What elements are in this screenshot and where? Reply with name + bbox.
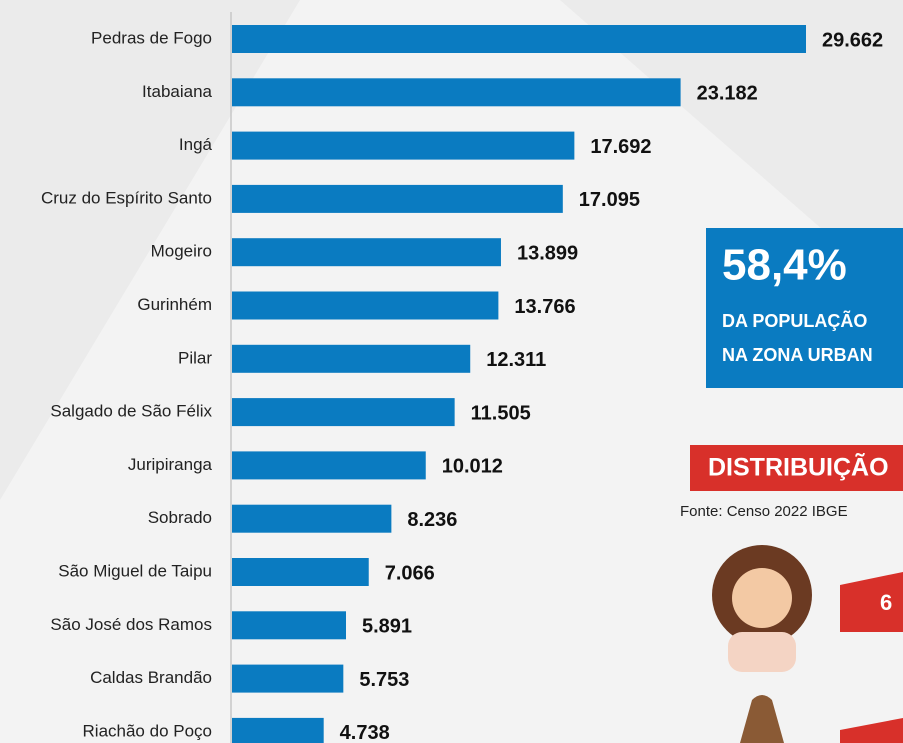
value-label: 10.012 bbox=[442, 456, 503, 478]
bar bbox=[232, 132, 574, 160]
category-label: Mogeiro bbox=[151, 242, 212, 261]
stat-value: 58,4% bbox=[722, 241, 847, 290]
value-label: 5.891 bbox=[362, 616, 412, 638]
bar bbox=[232, 718, 324, 743]
value-label: 17.692 bbox=[590, 136, 651, 158]
value-label: 23.182 bbox=[697, 83, 758, 105]
banner-text: DISTRIBUIÇÃO bbox=[708, 452, 889, 482]
value-label: 13.899 bbox=[517, 242, 578, 264]
badge-text: 6 bbox=[880, 590, 892, 615]
category-label: Pilar bbox=[178, 348, 212, 367]
bar bbox=[232, 25, 806, 53]
value-label: 11.505 bbox=[471, 402, 531, 424]
value-label: 7.066 bbox=[385, 562, 435, 584]
illustration-woman bbox=[712, 545, 812, 672]
bar bbox=[232, 558, 369, 586]
value-label: 8.236 bbox=[407, 509, 457, 531]
bar bbox=[232, 292, 498, 320]
bar bbox=[232, 451, 426, 479]
stat-text: DA POPULAÇÃO bbox=[722, 310, 867, 331]
bar bbox=[232, 185, 563, 213]
category-label: Salgado de São Félix bbox=[50, 402, 212, 421]
source: Fonte: Censo 2022 IBGE bbox=[680, 503, 848, 520]
category-label: Gurinhém bbox=[137, 295, 212, 314]
category-label: Riachão do Poço bbox=[83, 721, 212, 740]
bar bbox=[232, 611, 346, 639]
value-label: 12.311 bbox=[486, 349, 546, 371]
badge bbox=[840, 572, 903, 632]
stat-text: NA ZONA URBAN bbox=[722, 345, 873, 365]
category-label: Caldas Brandão bbox=[90, 668, 212, 687]
value-label: 17.095 bbox=[579, 189, 640, 211]
illustration-man bbox=[740, 695, 784, 743]
chart: Pedras de Fogo 29.662 Itabaiana 23.182 Ingá 1… bbox=[0, 0, 903, 743]
bar bbox=[232, 505, 391, 533]
category-label: Sobrado bbox=[148, 508, 212, 527]
bar bbox=[232, 398, 455, 426]
bar bbox=[232, 665, 343, 693]
category-label: Ingá bbox=[179, 135, 213, 154]
bar bbox=[232, 345, 470, 373]
category-label: Juripiranga bbox=[128, 455, 213, 474]
category-label: Itabaiana bbox=[142, 82, 212, 101]
value-label: 29.662 bbox=[822, 29, 883, 51]
value-label: 13.766 bbox=[514, 296, 575, 318]
badge bbox=[840, 718, 903, 743]
bar bbox=[232, 78, 681, 106]
value-label: 5.753 bbox=[359, 669, 409, 691]
value-label: 4.738 bbox=[340, 722, 390, 743]
page: {"chart_data": {"type": "bar", "orientat… bbox=[0, 0, 903, 743]
category-label: São Miguel de Taipu bbox=[58, 561, 212, 580]
category-label: Cruz do Espírito Santo bbox=[41, 188, 212, 207]
bar bbox=[232, 238, 501, 266]
category-label: Pedras de Fogo bbox=[91, 28, 212, 47]
category-label: São José dos Ramos bbox=[50, 615, 212, 634]
